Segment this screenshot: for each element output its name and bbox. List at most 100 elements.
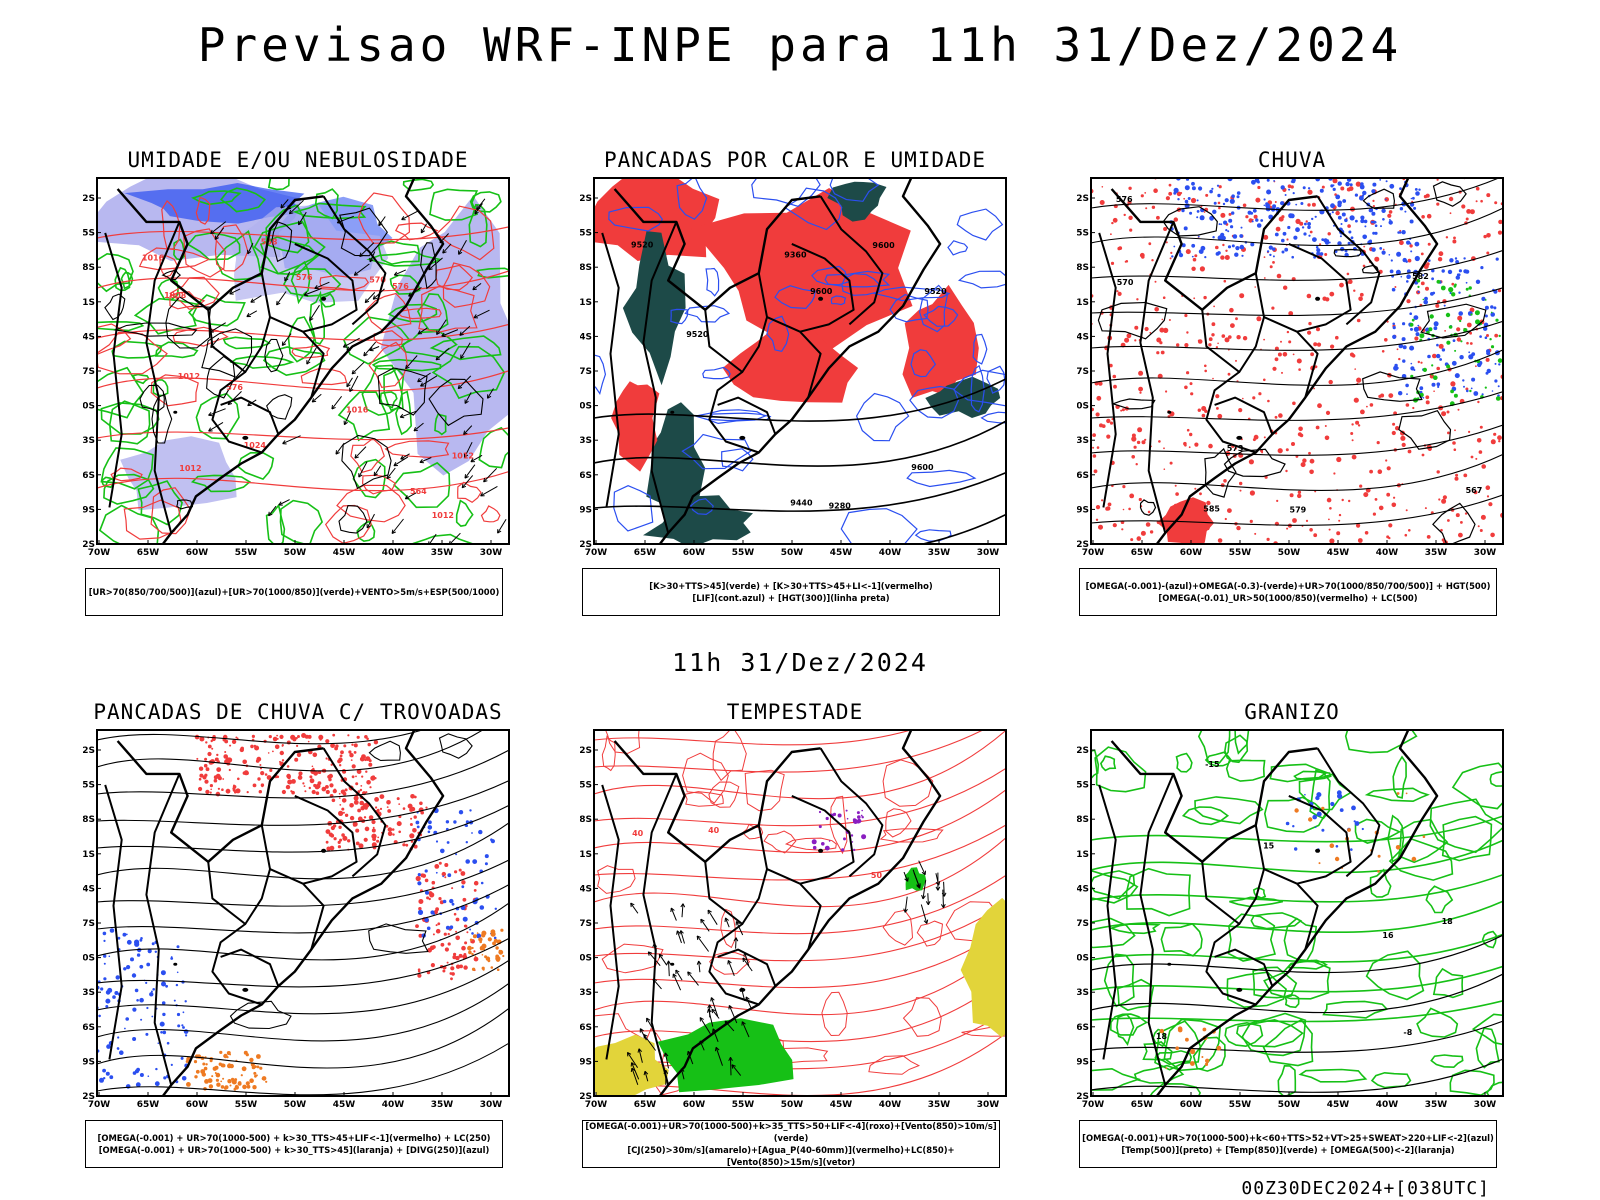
lat-tick-label: 36S (580, 471, 592, 481)
country-border (1139, 221, 1175, 534)
lat-tick-label: 24S (580, 332, 592, 342)
lon-tick-label: 70W (1082, 1100, 1105, 1110)
contour-label: 1012 (432, 511, 454, 520)
panel-pancadas-calor: PANCADAS POR CALOR E UMIDADE 9600 9600 952… (580, 148, 1010, 618)
thickness-dashed-lines (97, 226, 509, 492)
lat-tick-label: 24S (580, 884, 592, 894)
temp500-black-lines (1091, 934, 1503, 1093)
storm-red-speckles (194, 733, 379, 797)
lat-tick-label: 33S (1077, 436, 1089, 446)
divergence-blue-speckles (97, 928, 189, 1089)
country-border (642, 773, 678, 1086)
coastline (1155, 178, 1439, 544)
lat-tick-label: 21S (580, 298, 592, 308)
lat-tick-label: 27S (83, 367, 95, 377)
lat-tick-label: 18S (580, 815, 592, 825)
country-border (211, 371, 263, 454)
lat-tick-label: 15S (83, 229, 95, 239)
legend-box: [OMEGA(-0.001) + UR>70(1000-500) + k>30_… (85, 1120, 503, 1168)
lon-tick-label: 65W (1131, 548, 1154, 558)
legend-line-2: [LIF](cont.azul) + [HGT(300)](linha pret… (692, 593, 890, 603)
lon-tick-label: 70W (585, 1100, 608, 1110)
country-border (1316, 747, 1381, 878)
lat-tick-label: 27S (1077, 919, 1089, 929)
lake (818, 296, 824, 301)
lon-tick-label: 35W (431, 548, 454, 558)
lat-tick-label: 18S (83, 263, 95, 273)
lat-tick-label: 36S (83, 1023, 95, 1033)
lat-tick-label: 21S (1077, 850, 1089, 860)
lake (321, 296, 327, 301)
lat-tick-label: 39S (580, 1057, 592, 1067)
lat-tick-label: 12S (83, 746, 95, 756)
legend-line-2: [Temp(500)](preto) + [Temp(850)](verde) … (1121, 1145, 1455, 1155)
lat-tick-label: 36S (1077, 1023, 1089, 1033)
geography (104, 178, 445, 544)
country-border (269, 868, 325, 950)
contour-label: -15 (1205, 760, 1220, 769)
lat-tick-label: 33S (83, 988, 95, 998)
contour-label: 9280 (829, 501, 852, 510)
contour-label: -8 (1403, 1028, 1412, 1037)
lon-tick-label: 55W (732, 1100, 755, 1110)
geography (1098, 730, 1439, 1096)
contour-label: 570 (1117, 278, 1134, 287)
lon-tick-label: 35W (431, 1100, 454, 1110)
contour-label: 9600 (911, 463, 934, 472)
lat-tick-label: 18S (1077, 263, 1089, 273)
contour-label: 40 (708, 826, 720, 835)
lake (321, 848, 327, 853)
lat-tick-label: 21S (1077, 298, 1089, 308)
map-trovoadas: 12S 15S 18S 21S 24S 27S 30S 33S 36S 39S 42S70W 65W 6… (83, 729, 510, 1110)
country-border (1214, 396, 1274, 435)
lon-tick-label: 35W (1425, 548, 1448, 558)
panel-title: TEMPESTADE (726, 700, 864, 724)
contour-label: 1012 (179, 464, 201, 473)
country-border (1214, 948, 1274, 987)
lat-tick-label: 15S (1077, 781, 1089, 791)
instability-red-area (594, 178, 720, 261)
lat-tick-label: 24S (83, 884, 95, 894)
lake (242, 435, 249, 440)
lat-tick-label: 24S (1077, 884, 1089, 894)
map-frame (593, 729, 1007, 1097)
map-frame (593, 177, 1007, 545)
lon-tick-label: 55W (1229, 548, 1252, 558)
contour-label: 576 (1116, 195, 1133, 204)
contour-label: 9360 (784, 251, 807, 260)
geography (601, 178, 942, 544)
lon-tick-label: 60W (186, 548, 209, 558)
humidity-shade (120, 436, 237, 511)
lat-tick-label: 21S (83, 850, 95, 860)
contour-label: 16 (1382, 931, 1394, 940)
contour-label: 1012 (178, 372, 200, 381)
country-border (220, 948, 280, 987)
country-border (1205, 371, 1257, 454)
country-border (791, 242, 855, 333)
lon-tick-label: 65W (634, 548, 657, 558)
main-title: Previsao WRF-INPE para 11h 31/Dez/2024 (197, 18, 1403, 72)
contour-label: 9520 (631, 240, 654, 249)
map-tempestade: 40 40 50 12S 15S 18S 21S 24S 27S 30S 33S 36S 39S 42S7… (580, 729, 1007, 1110)
country-border (601, 232, 620, 508)
lon-tick-label: 40W (382, 548, 405, 558)
lon-tick-label: 70W (585, 548, 608, 558)
lake (1236, 435, 1243, 440)
lat-tick-label: 42S (1077, 540, 1089, 550)
map-content (97, 730, 509, 1096)
instability-red-area (722, 325, 859, 403)
geography (1098, 178, 1439, 544)
country-border (1201, 825, 1265, 925)
lon-tick-label: 45W (830, 1100, 853, 1110)
country-border (269, 316, 325, 398)
lon-tick-label: 70W (88, 548, 111, 558)
instability-red-area (902, 284, 979, 398)
country-border (322, 195, 387, 326)
lat-tick-label: 42S (580, 540, 592, 550)
lat-tick-label: 30S (83, 402, 95, 412)
legend-line-2: [CJ(250)>30m/s](amarelo)+[Agua_P(40-60mm… (627, 1145, 955, 1167)
lat-tick-label: 39S (1077, 505, 1089, 515)
hail-blue-speckles (1285, 790, 1364, 851)
lon-tick-label: 30W (977, 548, 1000, 558)
divergence-blue-speckles (415, 807, 497, 941)
